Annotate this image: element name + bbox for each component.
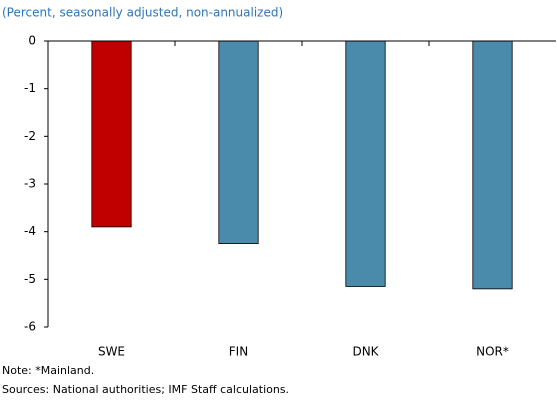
bar bbox=[472, 40, 513, 290]
bar bbox=[91, 40, 132, 228]
y-tick-label: -4 bbox=[24, 224, 36, 238]
y-tick-label: -1 bbox=[24, 81, 36, 95]
bar bbox=[345, 40, 386, 287]
chart-source: Sources: National authorities; IMF Staff… bbox=[2, 383, 289, 396]
x-tick-label: NOR* bbox=[476, 345, 509, 359]
x-tick-label: DNK bbox=[352, 345, 379, 359]
x-tick-label: FIN bbox=[229, 345, 248, 359]
chart-note: Note: *Mainland. bbox=[2, 364, 94, 377]
y-tick-label: 0 bbox=[28, 34, 36, 48]
y-tick-label: -5 bbox=[24, 272, 36, 286]
y-tick-label: -2 bbox=[24, 129, 36, 143]
bar bbox=[218, 40, 259, 244]
x-tick-label: SWE bbox=[98, 345, 125, 359]
chart-subtitle: (Percent, seasonally adjusted, non-annua… bbox=[2, 6, 283, 20]
y-tick-label: -6 bbox=[24, 320, 36, 334]
y-tick-label: -3 bbox=[24, 177, 36, 191]
